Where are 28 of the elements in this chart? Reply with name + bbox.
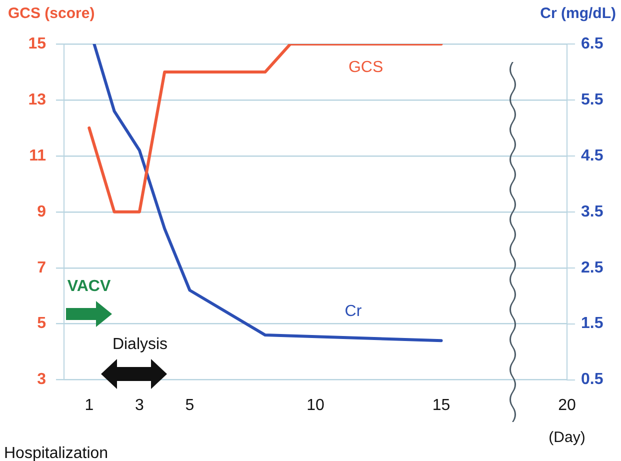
x-axis-title: (Day)	[548, 428, 586, 446]
y-tick-label: 13	[28, 91, 46, 108]
x-tick-label: 1	[84, 396, 94, 414]
x-tick-label: 10	[306, 396, 324, 414]
x-tick-label: 3	[134, 396, 144, 414]
y-tick-label: 3	[37, 371, 46, 388]
series-label: Cr	[344, 302, 362, 320]
y2-tick-label: 4.5	[581, 147, 604, 164]
x-tick-label: 20	[558, 396, 576, 414]
x-tick-label: 5	[185, 396, 194, 414]
annotation: VACV	[67, 278, 111, 295]
y2-tick-label: 0.5	[581, 371, 604, 388]
y2-tick-label: 3.5	[581, 203, 604, 220]
text: Hospitalization	[4, 445, 108, 461]
annotation: Dialysis	[112, 336, 168, 353]
y2-axis-title: Cr (mg/dL)	[540, 5, 616, 22]
y-axis-title: GCS (score)	[8, 5, 95, 22]
y-tick-label: 7	[37, 259, 46, 276]
series-label: GCS	[348, 59, 384, 76]
y2-tick-label: 1.5	[581, 315, 604, 332]
y2-tick-label: 5.5	[581, 91, 604, 108]
y2-tick-label: 6.5	[581, 35, 604, 52]
y-tick-label: 11	[29, 147, 46, 164]
y-tick-label: 5	[37, 315, 46, 332]
y2-tick-label: 2.5	[581, 259, 604, 276]
y-tick-label: 15	[28, 35, 46, 52]
x-tick-label: 15	[432, 396, 450, 414]
y-tick-label: 9	[37, 203, 46, 220]
